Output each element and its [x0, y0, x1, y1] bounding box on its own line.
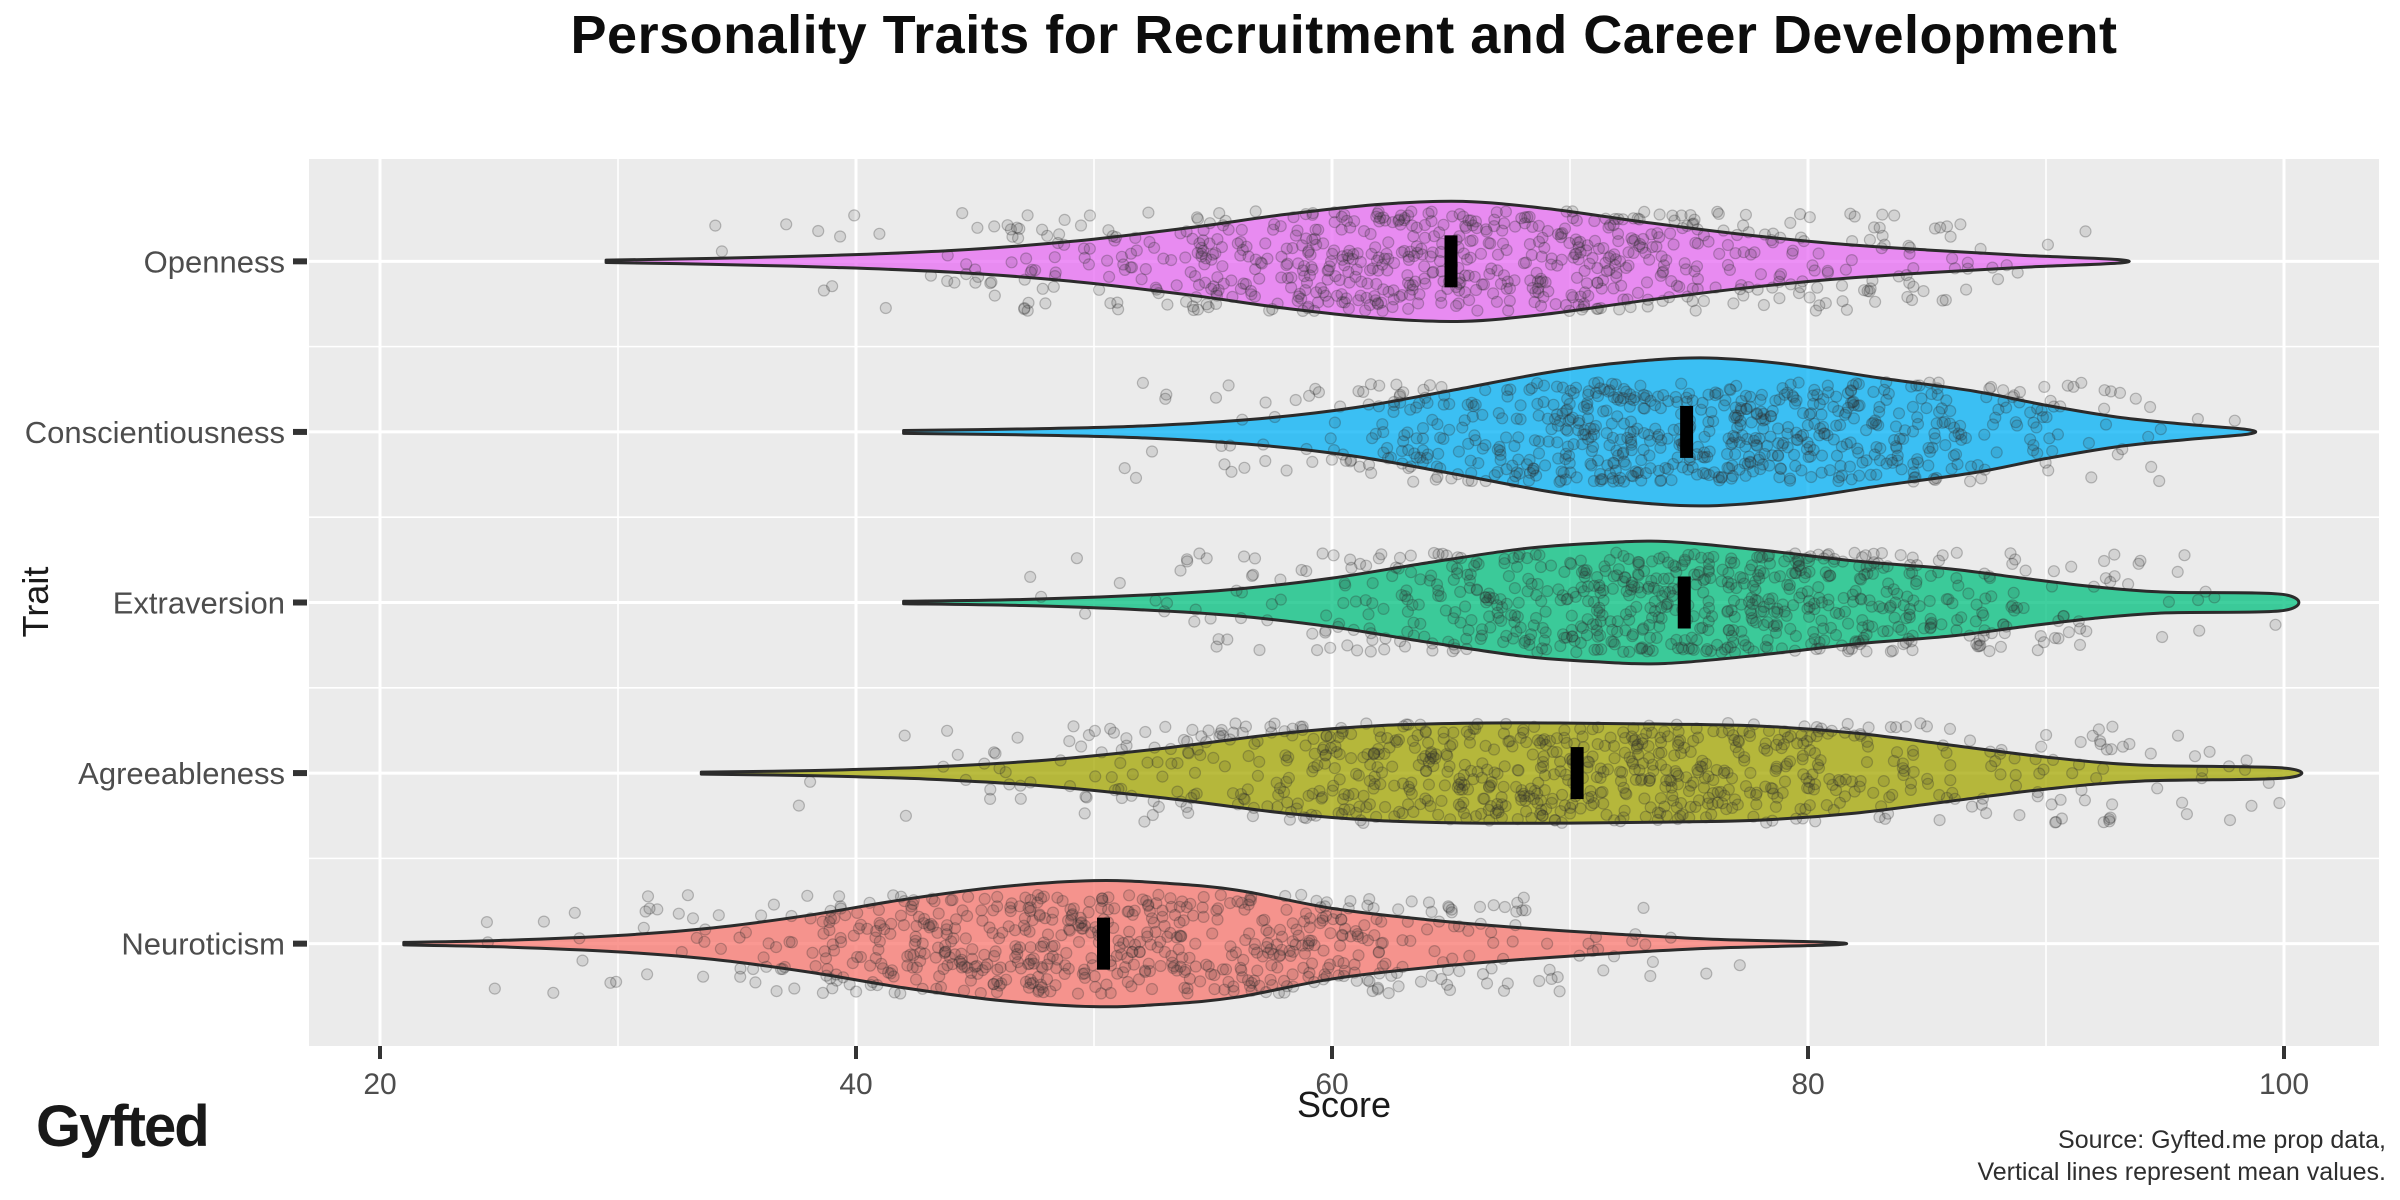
y-tick-label-extraversion: Extraversion: [113, 586, 285, 621]
violin-group-agreeableness: [699, 716, 2304, 830]
x-tick-label-60: 60: [1315, 1068, 1348, 1101]
jitter-points-agreeableness: [792, 716, 2286, 830]
violin-neuroticism: [402, 879, 1849, 1009]
y-axis-ticks: [293, 258, 307, 947]
x-axis-ticks: [378, 1046, 2286, 1059]
violin-openness: [604, 199, 2131, 324]
jitter-points-neuroticism: [480, 888, 1746, 1000]
mean-bar-extraversion: [1677, 576, 1691, 629]
minor-gridlines: [309, 159, 2379, 1046]
jitter-points-extraversion: [1024, 546, 2282, 659]
x-axis-title: Score: [1296, 1084, 1392, 1125]
jitter-points-conscientiousness: [1118, 376, 2241, 488]
violin-extraversion: [902, 539, 2301, 666]
x-tick-label-80: 80: [1791, 1068, 1824, 1101]
gyfted-logo: Gyfted: [36, 1094, 210, 1159]
y-tick-label-agreeableness: Agreeableness: [78, 756, 285, 791]
jitter-points-openness: [709, 205, 2092, 317]
y-axis-title: Trait: [15, 566, 56, 638]
mean-bar-conscientiousness: [1680, 405, 1694, 458]
violin-group-neuroticism: [402, 879, 1849, 1009]
source-caption-line2: Vertical lines represent mean values.: [1977, 1158, 2386, 1186]
mean-bar-openness: [1444, 235, 1458, 288]
source-caption-line1: Source: Gyfted.me prop data,: [2058, 1126, 2386, 1154]
x-tick-label-100: 100: [2259, 1068, 2309, 1101]
y-tick-label-conscientiousness: Conscientiousness: [25, 415, 285, 450]
x-tick-label-20: 20: [363, 1068, 396, 1101]
mean-bar-agreeableness: [1570, 747, 1584, 800]
violin-conscientiousness: [902, 356, 2258, 508]
violin-group-conscientiousness: [902, 356, 2258, 508]
x-tick-label-40: 40: [839, 1068, 872, 1101]
violin-group-openness: [604, 199, 2131, 324]
violin-group-extraversion: [902, 539, 2301, 666]
violin-agreeableness: [699, 721, 2304, 825]
mean-bar-neuroticism: [1097, 917, 1111, 970]
y-tick-label-openness: Openness: [144, 244, 285, 279]
y-tick-label-neuroticism: Neuroticism: [121, 927, 285, 962]
source-caption: Source: Gyfted.me prop data, Vertical li…: [1977, 1124, 2386, 1188]
chart-title: Personality Traits for Recruitment and C…: [570, 5, 2118, 65]
